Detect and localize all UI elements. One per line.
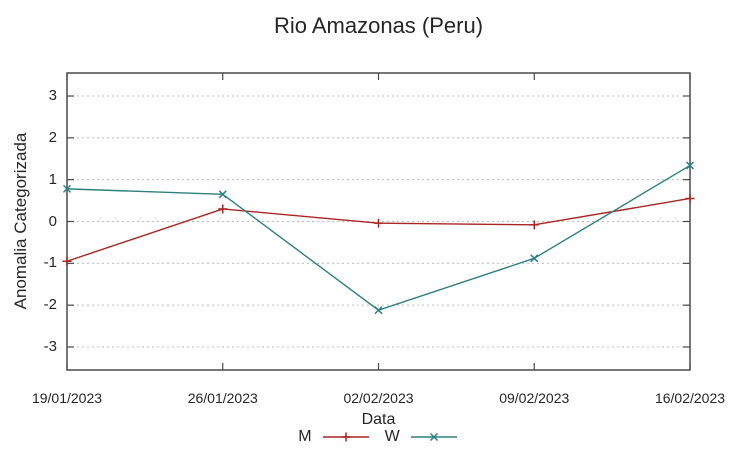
x-axis-title: Data xyxy=(361,411,396,428)
series-line-W xyxy=(66,164,691,311)
y-tick-label: 3 xyxy=(48,87,57,104)
series-line-M xyxy=(66,197,691,262)
x-tick-label: 19/01/2023 xyxy=(31,390,103,406)
y-tick-label: -2 xyxy=(43,296,57,314)
x-tick-label: 16/02/2023 xyxy=(654,390,726,406)
x-marker-icon xyxy=(62,184,72,193)
y-tick-label: -3 xyxy=(43,337,57,355)
x-marker-icon xyxy=(429,432,438,442)
chart-title: Rio Amazonas (Peru) xyxy=(273,13,484,38)
legend-label: M xyxy=(298,428,312,445)
x-marker-icon xyxy=(530,254,539,263)
x-marker-icon xyxy=(374,306,383,315)
y-tick-label: 2 xyxy=(48,128,57,146)
x-tick-label: 02/02/2023 xyxy=(343,390,414,406)
legend-item-M: M xyxy=(298,428,370,446)
y-tick-label: 1 xyxy=(48,170,57,188)
y-tick-label: -1 xyxy=(43,254,57,272)
x-tick-label: 26/01/2023 xyxy=(187,390,258,406)
y-tick-label: 0 xyxy=(48,212,57,230)
x-marker-icon xyxy=(218,190,227,199)
legend-item-W: W xyxy=(385,428,459,446)
x-marker-icon xyxy=(685,161,695,170)
legend-label: W xyxy=(384,428,400,445)
legend-sample-plus xyxy=(322,432,369,442)
x-tick-label: 09/02/2023 xyxy=(499,390,570,406)
legend-sample-x xyxy=(410,432,457,442)
